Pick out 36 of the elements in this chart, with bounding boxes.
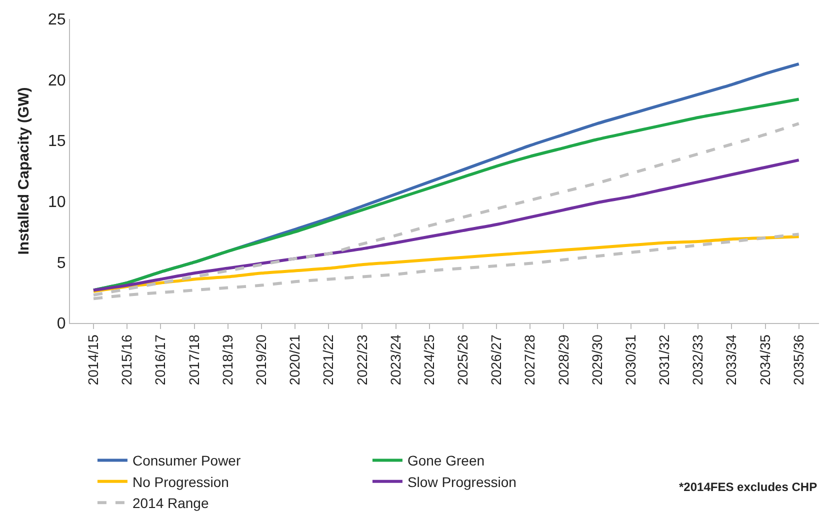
y-tick-label: 0 <box>56 316 66 333</box>
x-tick-label: 2017/18 <box>186 334 202 386</box>
legend-label: Gone Green <box>407 452 485 469</box>
x-tick-label: 2021/22 <box>320 334 336 386</box>
x-tick-label: 2027/28 <box>522 334 538 386</box>
x-tick-label: 2024/25 <box>420 334 437 386</box>
x-tick-label: 2019/20 <box>253 334 269 386</box>
x-tick-label: 2022/23 <box>354 334 370 386</box>
y-tick-label: 15 <box>48 133 66 150</box>
legend-label: 2014 Range <box>132 495 209 512</box>
x-tick-label: 2034/35 <box>756 334 773 386</box>
x-tick-label: 2020/21 <box>286 334 303 386</box>
x-tick-label: 2016/17 <box>152 334 168 386</box>
legend-label: Consumer Power <box>132 452 241 469</box>
legend-label: No Progression <box>132 474 229 490</box>
x-tick-label: 2023/24 <box>387 334 404 386</box>
y-tick-label: 25 <box>48 12 66 29</box>
legend-label: Slow Progression <box>407 474 516 490</box>
x-tick-label: 2035/36 <box>790 334 806 386</box>
x-tick-label: 2030/31 <box>622 334 638 386</box>
y-tick-label: 5 <box>56 254 66 272</box>
y-axis-title: Installed Capacity (GW) <box>15 87 32 255</box>
line-series <box>92 158 800 292</box>
x-tick-label: 2025/26 <box>454 334 471 386</box>
y-tick-label: 10 <box>48 194 66 211</box>
x-tick-label: 2031/32 <box>656 334 672 386</box>
x-tick-label: 2018/19 <box>219 334 236 386</box>
x-tick-label: 2032/33 <box>690 334 706 386</box>
x-tick-label: 2026/27 <box>488 334 504 386</box>
x-tick-label: 2014/15 <box>85 334 102 386</box>
x-tick-label: 2029/30 <box>588 334 605 386</box>
x-tick-label: 2015/16 <box>118 334 135 386</box>
y-tick-label: 20 <box>48 72 66 90</box>
text: *2014FES excludes CHP <box>679 480 818 494</box>
x-tick-label: 2028/29 <box>555 334 572 386</box>
x-tick-label: 2033/34 <box>723 334 740 386</box>
